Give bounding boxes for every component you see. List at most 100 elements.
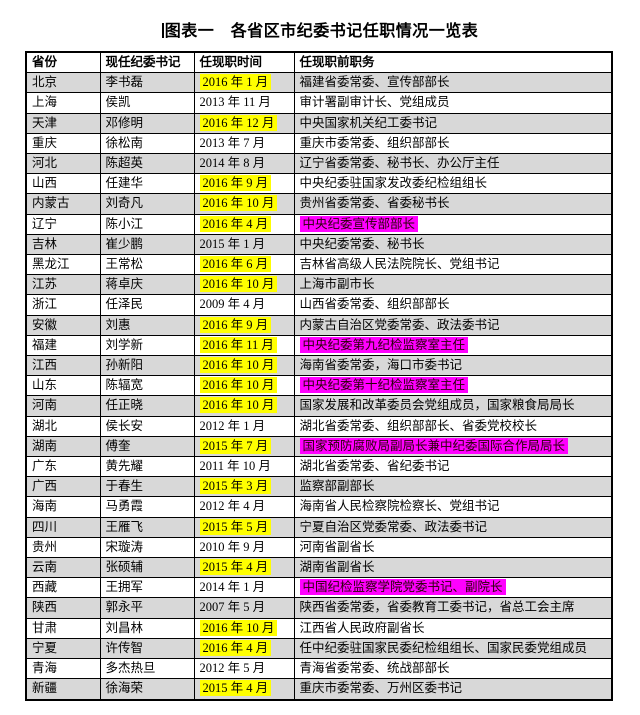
cell-appointment-date: 2016 年 12 月	[193, 112, 295, 134]
table-row: 安徽 刘惠 2016 年 9 月 内蒙古自治区党委常委、政法委书记	[25, 314, 613, 336]
cell-previous-position: 重庆市委常委、组织部部长	[293, 132, 613, 155]
cell-secretary: 马勇霞	[99, 496, 195, 518]
position-text: 中央纪委常委、秘书长	[299, 236, 425, 251]
cell-previous-position: 审计署副审计长、党组成员	[293, 92, 613, 114]
header-prev-position: 任现职前职务	[293, 51, 613, 74]
date-highlight: 2016 年 10 月	[199, 276, 278, 293]
cell-province: 北京	[25, 72, 101, 94]
cell-previous-position: 宁夏自治区党委常委、政法委书记	[293, 516, 613, 538]
cell-province: 河北	[25, 153, 101, 175]
table-row: 陕西 郭永平 2007 年 5 月 陕西省委常委，省委教育工委书记，省总工会主席	[25, 597, 613, 619]
cell-province: 辽宁	[25, 213, 101, 235]
cell-previous-position: 辽宁省委常委、秘书长、办公厅主任	[293, 153, 613, 175]
cell-province: 湖北	[25, 415, 101, 437]
cell-secretary: 蒋卓庆	[99, 274, 195, 296]
cell-appointment-date: 2015 年 3 月	[193, 476, 295, 498]
cell-secretary: 邓修明	[99, 112, 195, 134]
header-row: 省份 现任纪委书记 任现职时间 任现职前职务	[25, 51, 613, 74]
date-highlight: 2016 年 10 月	[199, 377, 278, 394]
cell-secretary: 多杰热旦	[99, 658, 195, 680]
appointments-table: 省份 现任纪委书记 任现职时间 任现职前职务 北京 李书磊 2016 年 1 月福建…	[25, 51, 613, 701]
cell-secretary: 于春生	[99, 476, 195, 498]
cell-appointment-date: 2016 年 6 月	[193, 254, 295, 276]
cell-province: 西藏	[25, 577, 101, 599]
cell-province: 宁夏	[25, 637, 101, 660]
date-highlight: 2015 年 3 月	[199, 478, 272, 495]
table-row: 四川 王雁飞 2015 年 5 月 宁夏自治区党委常委、政法委书记	[25, 516, 613, 538]
cell-previous-position: 山西省委常委、组织部部长	[293, 294, 613, 316]
table-row: 广西 于春生 2015 年 3 月 监察部副部长	[25, 476, 613, 498]
date-text: 2013 年 11 月	[199, 95, 271, 110]
cell-province: 黑龙江	[25, 254, 101, 276]
cell-secretary: 陈超英	[99, 153, 195, 175]
date-highlight: 2015 年 5 月	[199, 518, 272, 535]
position-text: 吉林省高级人民法院院长、党组书记	[299, 257, 500, 272]
date-highlight: 2016 年 4 月	[199, 639, 272, 656]
table-row: 江西 孙新阳 2016 年 10 月 海南省委常委，海口市委书记	[25, 355, 613, 377]
cell-province: 甘肃	[25, 617, 101, 639]
cell-appointment-date: 2015 年 7 月	[193, 435, 295, 458]
cell-secretary: 张硕辅	[99, 557, 195, 579]
date-text: 2012 年 4 月	[199, 499, 266, 514]
cell-previous-position: 陕西省委常委，省委教育工委书记，省总工会主席	[293, 597, 613, 619]
cell-previous-position: 湖南省副省长	[293, 557, 613, 579]
cell-secretary: 陈辐宽	[99, 375, 195, 397]
table-row: 福建 刘学新 2016 年 11 月 中央纪委第九纪检监察室主任	[25, 334, 613, 357]
cell-province: 江苏	[25, 274, 101, 296]
position-text: 宁夏自治区党委常委、政法委书记	[299, 519, 488, 534]
table-row: 青海 多杰热旦 2012 年 5 月 青海省委常委、统战部部长	[25, 658, 613, 680]
cell-appointment-date: 2010 年 9 月	[193, 536, 295, 559]
cell-appointment-date: 2016 年 4 月	[193, 213, 295, 235]
cell-appointment-date: 2014 年 8 月	[193, 153, 295, 175]
date-highlight: 2016 年 9 月	[199, 316, 272, 333]
table-body: 北京 李书磊 2016 年 1 月 福建省委常委、宣传部部长 上海 侯凯 2013 年 11…	[25, 72, 613, 700]
cell-province: 海南	[25, 496, 101, 518]
table-row: 广东 黄先耀 2011 年 10 月 湖北省委常委、省纪委书记	[25, 456, 613, 478]
date-highlight: 2016 年 10 月	[199, 397, 278, 414]
table-row: 湖南 傅奎 2015 年 7 月 国家预防腐败局副局长兼中纪委国际合作局局长	[25, 435, 613, 458]
cell-appointment-date: 2016 年 10 月	[193, 395, 295, 417]
table-row: 天津 邓修明 2016 年 12 月 中央国家机关纪工委书记	[25, 112, 613, 134]
cell-province: 福建	[25, 334, 101, 357]
cell-secretary: 傅奎	[99, 435, 195, 458]
table-row: 贵州 宋璇涛 2010 年 9 月 河南省副省长	[25, 536, 613, 559]
title-row: 图表一 各省区市纪委书记任职情况一览表	[0, 17, 640, 41]
date-text: 2010 年 9 月	[199, 539, 266, 554]
cell-province: 内蒙古	[25, 193, 101, 215]
table-row: 新疆 徐海荣 2015 年 4 月 重庆市委常委、万州区委书记	[25, 678, 613, 700]
table-row: 河北 陈超英 2014 年 8 月 辽宁省委常委、秘书长、办公厅主任	[25, 153, 613, 175]
date-highlight: 2015 年 7 月	[199, 437, 272, 454]
cell-province: 广西	[25, 476, 101, 498]
cell-previous-position: 福建省委常委、宣传部部长	[293, 72, 613, 94]
cell-province: 山东	[25, 375, 101, 397]
position-text: 监察部副部长	[299, 479, 375, 494]
cell-secretary: 刘昌林	[99, 617, 195, 639]
cell-previous-position: 监察部副部长	[293, 476, 613, 498]
cell-appointment-date: 2011 年 10 月	[193, 456, 295, 478]
cell-previous-position: 吉林省高级人民法院院长、党组书记	[293, 254, 613, 276]
table-row: 河南 任正晓 2016 年 10 月 国家发展和改革委员会党组成员，国家粮食局局长	[25, 395, 613, 417]
table-row: 北京 李书磊 2016 年 1 月 福建省委常委、宣传部部长	[25, 72, 613, 94]
cell-appointment-date: 2012 年 4 月	[193, 496, 295, 518]
position-highlight: 国家预防腐败局副局长兼中纪委国际合作局局长	[299, 437, 569, 454]
position-text: 海南省人民检察院检察长、党组书记	[299, 499, 500, 514]
cell-appointment-date: 2007 年 5 月	[193, 597, 295, 619]
position-text: 福建省委常委、宣传部部长	[299, 75, 450, 90]
cell-previous-position: 上海市副市长	[293, 274, 613, 296]
cell-province: 浙江	[25, 294, 101, 316]
cell-province: 河南	[25, 395, 101, 417]
cell-province: 重庆	[25, 132, 101, 155]
cell-appointment-date: 2015 年 1 月	[193, 233, 295, 256]
cell-appointment-date: 2016 年 10 月	[193, 274, 295, 296]
cell-province: 广东	[25, 456, 101, 478]
cell-province: 湖南	[25, 435, 101, 458]
table-row: 宁夏 许传智 2016 年 4 月 任中纪委驻国家民委纪检组组长、国家民委党组成员	[25, 637, 613, 660]
cell-previous-position: 中央纪委第十纪检监察室主任	[293, 375, 613, 397]
cell-previous-position: 海南省人民检察院检察长、党组书记	[293, 496, 613, 518]
position-text: 陕西省委常委，省委教育工委书记，省总工会主席	[299, 600, 575, 615]
date-highlight: 2016 年 10 月	[199, 619, 278, 636]
cell-secretary: 许传智	[99, 637, 195, 660]
position-text: 重庆市委常委、组织部部长	[299, 135, 450, 150]
header-secretary: 现任纪委书记	[99, 51, 195, 74]
cell-province: 新疆	[25, 678, 101, 700]
